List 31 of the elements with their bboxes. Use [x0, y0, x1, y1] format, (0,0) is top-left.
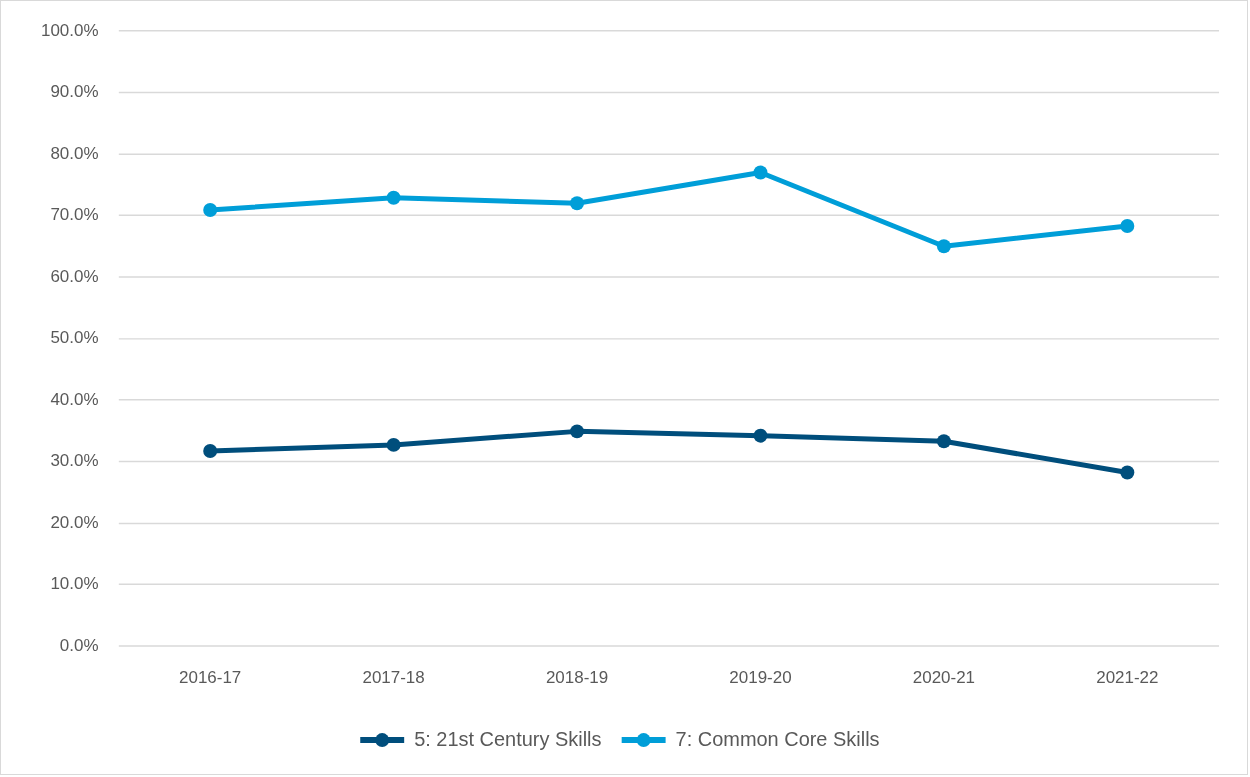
- y-tick-label: 60.0%: [50, 266, 99, 286]
- y-tick-label: 30.0%: [50, 451, 99, 471]
- x-tick-label: 2020-21: [912, 667, 976, 687]
- point: [1120, 219, 1135, 233]
- legend-label: 7: Common Core Skills: [675, 727, 880, 750]
- point: [753, 428, 768, 443]
- y-tick-label: 40.0%: [50, 389, 99, 409]
- y-tick-label: 70.0%: [50, 205, 99, 225]
- x-tick-label: 2017-18: [362, 667, 425, 687]
- y-tick-label: 100.0%: [40, 20, 99, 40]
- point: [203, 444, 218, 459]
- point: [753, 165, 768, 180]
- x-tick-label: 2016-17: [179, 667, 242, 687]
- x-tick-label: 2021-22: [1096, 667, 1159, 687]
- point: [386, 190, 401, 205]
- point: [386, 437, 401, 452]
- y-tick-label: 20.0%: [50, 512, 99, 532]
- point: [570, 424, 585, 439]
- y-tick-label: 50.0%: [50, 328, 99, 348]
- x-tick-label: 2018-19: [545, 667, 609, 687]
- y-tick-label: 90.0%: [50, 82, 99, 102]
- point: [936, 239, 951, 254]
- y-tick-label: 10.0%: [50, 574, 99, 594]
- legend-label: 5: 21st Century Skills: [414, 727, 602, 750]
- x-tick-label: 2019-20: [729, 667, 792, 687]
- y-tick-label: 80.0%: [50, 143, 99, 163]
- point: [570, 196, 585, 211]
- point: [1120, 465, 1135, 480]
- point: [203, 203, 218, 218]
- y-tick-label: 0.0%: [59, 635, 99, 655]
- point: [936, 434, 951, 449]
